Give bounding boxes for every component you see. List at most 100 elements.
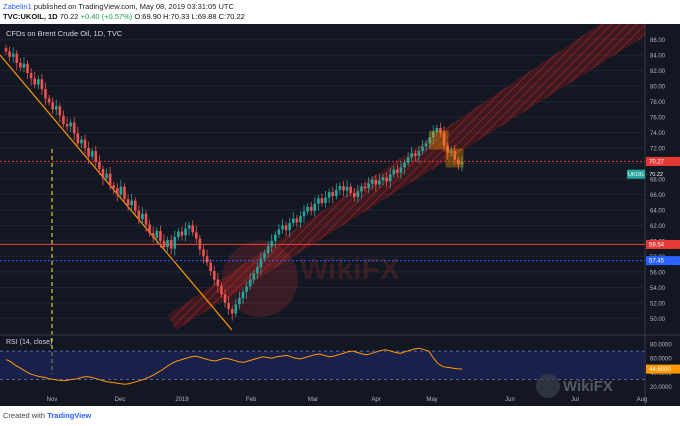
candle[interactable] [187, 225, 191, 229]
candle[interactable] [11, 53, 15, 57]
descending-trendline[interactable] [0, 54, 233, 331]
candle[interactable] [446, 145, 449, 153]
candle[interactable] [320, 198, 324, 203]
candle[interactable] [317, 198, 320, 204]
candle[interactable] [410, 153, 414, 158]
candle[interactable] [342, 185, 345, 191]
candle[interactable] [352, 192, 356, 197]
candle[interactable] [22, 63, 26, 68]
candle[interactable] [169, 240, 173, 249]
candle[interactable] [101, 168, 105, 179]
candle[interactable] [245, 286, 248, 292]
candle[interactable] [108, 173, 112, 186]
candle[interactable] [424, 143, 428, 147]
candle[interactable] [241, 291, 245, 299]
candle[interactable] [288, 223, 291, 231]
candle[interactable] [133, 200, 137, 211]
candle[interactable] [126, 199, 130, 206]
candle[interactable] [72, 122, 76, 134]
candle[interactable] [277, 229, 281, 235]
candle[interactable] [198, 238, 202, 250]
candle[interactable] [202, 249, 205, 257]
candle[interactable] [209, 262, 212, 272]
candle[interactable] [363, 186, 367, 189]
candle[interactable] [259, 258, 263, 268]
candle[interactable] [51, 102, 54, 110]
candle[interactable] [431, 131, 435, 138]
candle[interactable] [184, 228, 187, 236]
candle[interactable] [151, 233, 155, 238]
candle[interactable] [349, 186, 352, 193]
candle[interactable] [8, 51, 11, 57]
candle[interactable] [435, 127, 439, 132]
candle[interactable] [159, 230, 162, 241]
candle[interactable] [403, 162, 406, 168]
candle[interactable] [205, 256, 209, 263]
candle[interactable] [162, 240, 166, 248]
candle[interactable] [284, 225, 288, 231]
candle[interactable] [248, 279, 252, 287]
candle[interactable] [338, 185, 342, 190]
candle[interactable] [90, 151, 94, 157]
candle[interactable] [399, 167, 403, 173]
candle[interactable] [266, 246, 270, 254]
candle[interactable] [155, 230, 159, 238]
candle[interactable] [15, 53, 19, 63]
candle[interactable] [26, 63, 29, 74]
candle[interactable] [40, 79, 44, 90]
candle[interactable] [29, 73, 33, 79]
candle[interactable] [58, 106, 62, 116]
candle[interactable] [302, 211, 306, 217]
candle[interactable] [105, 173, 108, 179]
candle[interactable] [295, 218, 299, 223]
candle[interactable] [148, 224, 151, 234]
candle[interactable] [137, 210, 141, 220]
candle[interactable] [166, 240, 169, 248]
candle[interactable] [252, 273, 256, 280]
candle[interactable] [406, 157, 410, 163]
candle[interactable] [313, 203, 317, 211]
author-link[interactable]: Zabelin1 [3, 2, 32, 11]
candle[interactable] [216, 279, 220, 286]
candle[interactable] [273, 234, 277, 241]
candle[interactable] [367, 183, 370, 189]
candle[interactable] [80, 139, 83, 144]
candle[interactable] [220, 285, 223, 295]
candle[interactable] [112, 185, 116, 189]
candle[interactable] [291, 218, 295, 224]
candle[interactable] [33, 78, 37, 85]
candle[interactable] [439, 127, 442, 133]
chart-area[interactable]: WikiFX CFDs on Brent Crude Oil, 1D, TVC … [0, 24, 680, 406]
candle[interactable] [374, 179, 378, 185]
candle[interactable] [327, 192, 331, 198]
candle[interactable] [94, 151, 98, 162]
candle[interactable] [4, 48, 8, 52]
candle[interactable] [37, 79, 40, 85]
candle[interactable] [98, 161, 101, 169]
candle[interactable] [234, 304, 238, 314]
candle[interactable] [449, 151, 453, 153]
candle[interactable] [177, 231, 180, 238]
candle[interactable] [223, 294, 227, 303]
candle[interactable] [212, 271, 216, 280]
candle[interactable] [87, 148, 90, 157]
candle[interactable] [306, 206, 309, 212]
candle[interactable] [130, 200, 133, 206]
candle[interactable] [392, 169, 396, 175]
candle[interactable] [65, 124, 69, 127]
price-chart-svg[interactable]: WikiFX CFDs on Brent Crude Oil, 1D, TVC … [0, 24, 680, 406]
candle[interactable] [230, 308, 234, 314]
candle[interactable] [360, 186, 363, 192]
candle[interactable] [396, 169, 399, 173]
candle[interactable] [263, 253, 266, 259]
candle[interactable] [428, 137, 431, 144]
candle[interactable] [460, 161, 464, 165]
candle[interactable] [69, 122, 72, 127]
candle[interactable] [370, 179, 374, 184]
candle[interactable] [299, 216, 302, 223]
candle[interactable] [378, 180, 381, 185]
candle[interactable] [227, 302, 230, 309]
candle[interactable] [256, 267, 259, 274]
highlight-box-2[interactable] [445, 148, 464, 168]
candle[interactable] [324, 197, 327, 203]
